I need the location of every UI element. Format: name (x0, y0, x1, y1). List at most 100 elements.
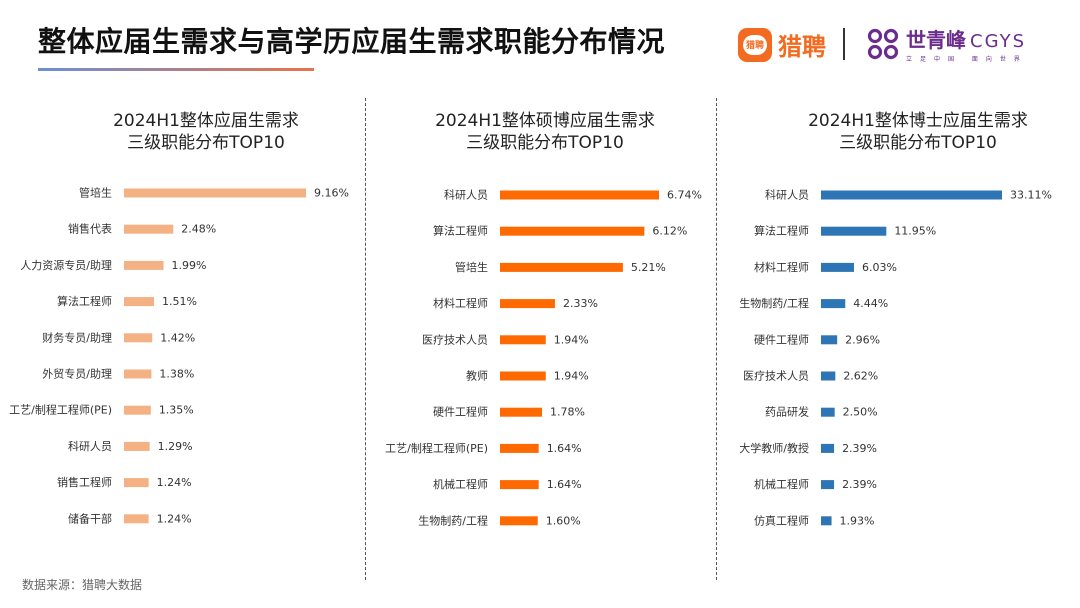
bar (124, 478, 149, 488)
bar (124, 260, 164, 270)
value-label: 2.33% (563, 297, 598, 310)
value-label: 1.51% (162, 295, 197, 308)
chart-title-1-line1: 2024H1整体应届生需求 (113, 111, 299, 131)
value-label: 1.42% (160, 331, 195, 344)
bar (500, 480, 539, 490)
bar (821, 443, 835, 453)
category-label: 医疗技术人员 (422, 332, 488, 346)
bar (821, 190, 1002, 200)
chart-title-2: 2024H1整体硕博应届生需求 三级职能分布TOP10 (395, 110, 695, 154)
value-label: 33.11% (1010, 189, 1052, 202)
category-label: 硬件工程师 (433, 406, 488, 419)
category-label: 药品研发 (765, 405, 809, 419)
bar (124, 224, 174, 234)
category-label: 算法工程师 (433, 224, 488, 238)
category-label: 外贸专员/助理 (42, 367, 112, 381)
value-label: 1.99% (172, 259, 207, 272)
bar (500, 371, 546, 381)
value-label: 4.44% (853, 297, 888, 310)
page-title: 整体应届生需求与高学历应届生需求职能分布情况 (38, 25, 666, 58)
category-label: 科研人员 (765, 188, 809, 202)
liepin-logo-text: 猎聘 (778, 33, 826, 61)
bar-chart-phd: 科研人员 33.11% 算法工程师 11.95% 材料工程师 6.03% 生物制药/工程 4.… (739, 188, 1052, 528)
bar (124, 514, 149, 524)
category-label: 管培生 (455, 260, 488, 274)
value-label: 2.50% (843, 406, 878, 419)
bar-chart-master-phd: 科研人员 6.74% 算法工程师 6.12% 管培生 5.21% 材料工程师 2.33% 医疗技… (385, 188, 702, 528)
bar (821, 335, 838, 345)
value-label: 1.60% (546, 514, 581, 527)
liepin-logo-icon-text: 猎聘 (743, 34, 767, 55)
bar (500, 335, 546, 345)
bar (124, 333, 153, 343)
category-label: 仿真工程师 (754, 513, 809, 527)
value-label: 1.38% (159, 368, 194, 381)
bar (500, 443, 539, 453)
cgys-logo: 世青峰 CGYS 立足中国 面向世界 (866, 24, 1028, 63)
bar (500, 299, 555, 309)
category-label: 管培生 (79, 186, 112, 200)
category-label: 材料工程师 (754, 260, 809, 274)
logo-divider (843, 28, 845, 60)
value-label: 6.12% (652, 225, 687, 238)
panel-divider-1 (365, 98, 366, 580)
chart-title-3-line1: 2024H1整体博士应届生需求 (808, 111, 1028, 131)
value-label: 1.93% (840, 514, 875, 527)
value-label: 6.74% (667, 189, 702, 202)
bar (821, 262, 854, 272)
bar (821, 516, 832, 526)
panel-divider-2 (716, 98, 717, 580)
value-label: 1.64% (547, 442, 582, 455)
data-source-note: 数据来源：猎聘大数据 (22, 578, 143, 592)
bar (500, 262, 623, 272)
value-label: 2.62% (843, 370, 878, 383)
category-label: 机械工程师 (433, 477, 488, 491)
category-label: 销售代表 (68, 222, 112, 236)
category-label: 销售工程师 (57, 475, 112, 489)
value-label: 2.48% (181, 223, 216, 236)
chart-title-2-line2: 三级职能分布TOP10 (466, 133, 624, 153)
value-label: 1.78% (550, 406, 585, 419)
cgys-logo-en: CGYS (970, 31, 1027, 52)
category-label: 科研人员 (444, 188, 488, 202)
bar-chart-overall: 管培生 9.16% 销售代表 2.48% 人力资源专员/助理 1.99% 算法工程师 1.51… (9, 186, 349, 526)
category-label: 算法工程师 (754, 224, 809, 238)
value-label: 2.96% (845, 333, 880, 346)
bar (821, 371, 836, 381)
value-label: 1.24% (157, 476, 192, 489)
bar (500, 226, 645, 236)
cgys-logo-cn: 世青峰 (906, 28, 966, 52)
liepin-logo-icon: 猎聘 (738, 27, 772, 62)
title-underline (38, 68, 314, 71)
chart-title-2-line1: 2024H1整体硕博应届生需求 (435, 111, 655, 131)
value-label: 5.21% (631, 261, 666, 274)
category-label: 工艺/制程工程师(PE) (385, 442, 488, 455)
bar (124, 405, 151, 415)
value-label: 1.24% (157, 512, 192, 525)
chart-title-1-line2: 三级职能分布TOP10 (127, 133, 285, 153)
bar (124, 441, 150, 451)
cgys-logo-slogan: 立足中国 面向世界 (906, 56, 1028, 63)
bar (821, 299, 846, 309)
value-label: 1.94% (554, 370, 589, 383)
value-label: 6.03% (862, 261, 897, 274)
value-label: 2.39% (842, 442, 877, 455)
value-label: 9.16% (314, 187, 349, 200)
chart-title-3: 2024H1整体博士应届生需求 三级职能分布TOP10 (768, 110, 1068, 154)
value-label: 1.29% (158, 440, 193, 453)
category-label: 财务专员/助理 (42, 330, 112, 344)
value-label: 11.95% (894, 225, 936, 238)
value-label: 1.35% (159, 404, 194, 417)
liepin-logo: 猎聘 猎聘 (738, 27, 826, 62)
category-label: 生物制药/工程 (418, 513, 488, 527)
cgys-logo-icon (867, 28, 899, 59)
chart-title-1: 2024H1整体应届生需求 三级职能分布TOP10 (56, 110, 356, 154)
chart-title-3-line2: 三级职能分布TOP10 (839, 133, 997, 153)
category-label: 机械工程师 (754, 477, 809, 491)
bar (124, 188, 306, 198)
category-label: 储备干部 (68, 511, 112, 525)
bar (821, 226, 887, 236)
category-label: 科研人员 (68, 439, 112, 453)
category-label: 材料工程师 (433, 296, 488, 310)
bar (124, 297, 155, 307)
